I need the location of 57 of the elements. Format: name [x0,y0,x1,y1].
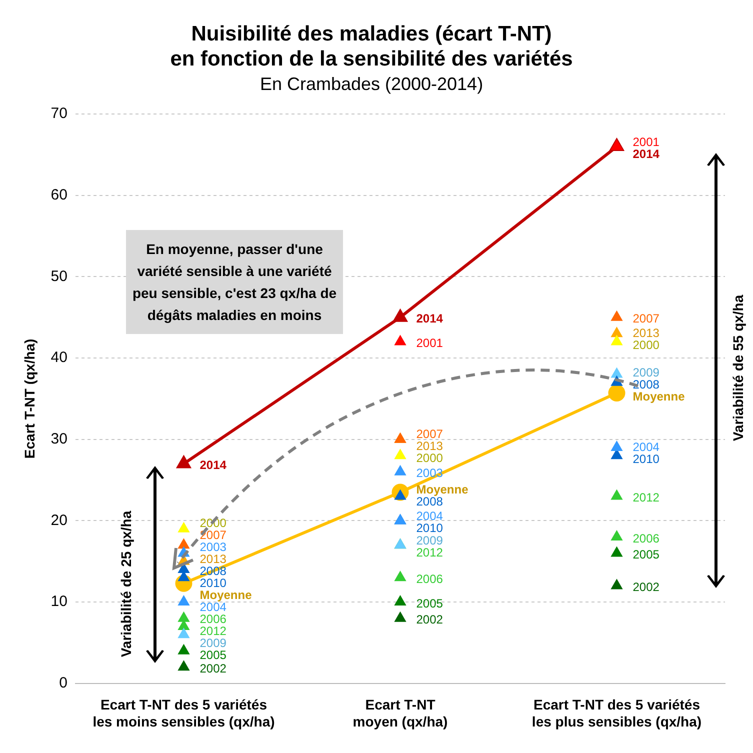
text: 2001 [416,336,443,350]
text: 2012 [416,545,443,560]
series-label: 2010 [632,452,660,466]
text: Variabilité de 55 qx/ha [730,294,747,444]
text: 2012 [632,490,660,505]
y-tick-label: 50 [50,268,68,285]
text: 2000 [416,451,443,466]
y-tick-label: 60 [50,186,68,204]
series-label: 2005 [200,648,227,662]
x-tick-label: Ecart T-NT des 5 variétés les moins sensibles (qx/ha) [92,696,275,730]
annotation: Variabilité de 25 qx/ha [118,510,135,660]
text: 2007 [200,528,226,542]
text: 2002 [416,612,443,627]
series-label: 2004 [416,509,444,524]
y-tick-label: 20 [50,512,68,529]
text: 2010 [416,521,443,536]
y-tick-label: 10 [50,593,68,610]
y-tick-label: 0 [59,674,68,692]
text: 2008 [416,494,443,509]
series-label: 2001 [632,134,660,149]
text: 2014 [632,146,660,161]
text: 2013 [632,326,660,340]
series-label: 2007 [416,427,444,442]
text: Moyenne [200,588,252,602]
series-label: 2006 [632,531,660,546]
chart-title: Nuisibilité des maladies (écart T-NT) en fonction de la sensibilité des variétés [170,22,573,71]
text: 2006 [416,572,443,586]
y-tick-label: 30 [50,430,68,448]
x-tick-label: Ecart T-NT des 5 variétés les plus sensibles (qx/ha) [532,696,702,730]
text: 2002 [632,580,660,594]
text: 2014 [416,312,443,326]
series-label: 2012 [200,624,227,638]
series-label: 2002 [200,661,227,676]
y-tick-label: 40 [50,349,68,366]
series-label: Moyenne [416,482,469,497]
y-tick-label: 70 [50,105,68,122]
chart-subtitle: En Crambades (2000-2014) [260,74,484,94]
text: 2003 [200,540,226,554]
text: 2007 [632,312,660,326]
annotation: En moyenne, passer d'une variété sensible à une variété peu sensible, c'est 23 qx/ha de dégâts maladies en moins [126,230,343,334]
series-label: 2014 [200,458,227,472]
text: 2005 [632,548,660,562]
text: 2010 [200,576,226,590]
series-label: 2013 [200,552,227,566]
text: 2009 [200,636,226,650]
text: 2006 [200,612,226,626]
text: 2005 [416,596,443,610]
text: 2013 [416,439,443,454]
series-label: 2009 [416,533,444,548]
series-label: 2000 [632,338,660,352]
text: 2009 [632,366,660,380]
series-label: 2003 [416,466,444,480]
text: Moyenne [632,390,685,404]
y-axis-title: Ecart T-NT (qx/ha) [21,338,38,459]
series-label: 2008 [632,378,660,392]
text: 2004 [632,440,660,454]
x-tick-label: Ecart T-NT moyen (qx/ha) [352,696,448,730]
